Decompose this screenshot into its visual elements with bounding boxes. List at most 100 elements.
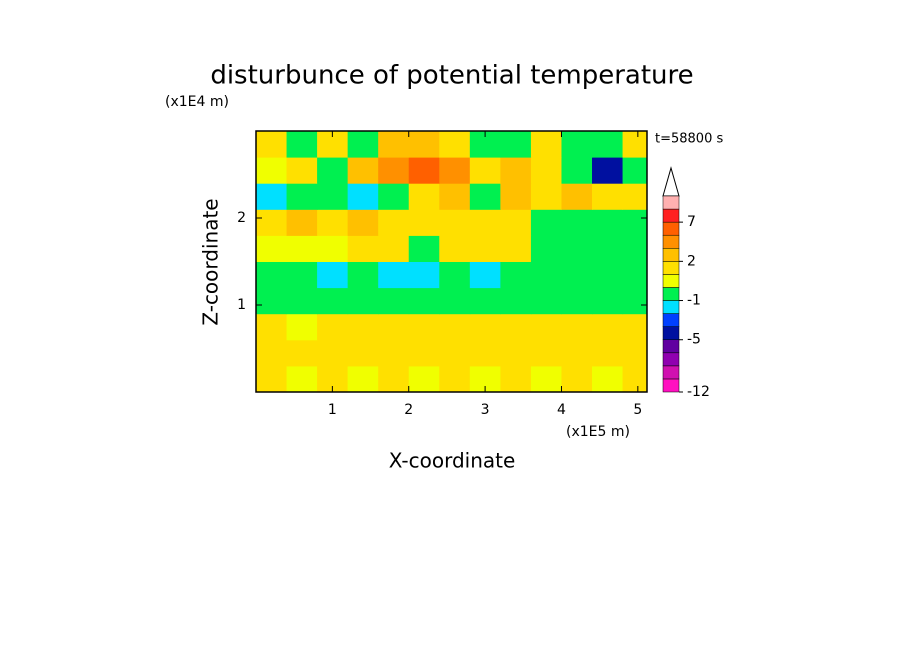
field-cell (622, 287, 648, 315)
colorbar-segment (662, 208, 680, 223)
field-cell (439, 235, 471, 262)
field-cell (286, 235, 318, 262)
field-cell (256, 365, 288, 393)
field-cell (592, 131, 624, 158)
field-cell (530, 157, 562, 184)
x-tick-label: 1 (328, 402, 337, 418)
field-cell (530, 235, 562, 262)
field-cell (622, 365, 648, 393)
field-cell (408, 183, 440, 210)
field-cell (408, 313, 440, 341)
field-cell (530, 339, 562, 367)
field-cell (347, 209, 379, 236)
field-cell (378, 235, 410, 262)
field-cell (469, 183, 501, 210)
x-tick-label: 2 (404, 402, 413, 418)
field-cell (592, 313, 624, 341)
field-cell (592, 261, 624, 289)
field-cell (500, 313, 532, 341)
x-tick-label: 5 (633, 402, 642, 418)
field-cell (317, 183, 349, 210)
field-cell (286, 261, 318, 289)
annotation: t=58800 s (655, 132, 723, 147)
colorbar-segment (662, 339, 680, 354)
field-cell (439, 183, 471, 210)
field-cell (347, 261, 379, 289)
field-cell (530, 261, 562, 289)
field-cell (378, 209, 410, 236)
field-cell (317, 157, 349, 184)
field-cell (408, 339, 440, 367)
field-cell (256, 339, 288, 367)
colorbar-segment (662, 326, 680, 340)
field-cell (347, 235, 379, 262)
field-cell (317, 339, 349, 367)
field (256, 131, 648, 393)
colorbar-segment (662, 234, 680, 249)
field-cell (530, 131, 562, 158)
field-cell (256, 157, 288, 184)
field-cell (592, 183, 624, 210)
field-cell (378, 287, 410, 315)
field-cell (500, 235, 532, 262)
field-cell (317, 287, 349, 315)
field-cell (469, 157, 501, 184)
field-cell (592, 235, 624, 262)
field-cell (256, 209, 288, 236)
field-cell (378, 365, 410, 393)
field-cell (622, 183, 648, 210)
field-cell (561, 339, 593, 367)
field-cell (592, 209, 624, 236)
field-cell (592, 157, 624, 184)
field-cell (286, 131, 318, 158)
field-cell (286, 365, 318, 393)
field-cell (286, 157, 318, 184)
colorbar-tick-label: -12 (687, 384, 710, 400)
field-cell (561, 365, 593, 393)
colorbar-tick-label: -1 (687, 293, 701, 309)
field-cell (256, 235, 288, 262)
x-axis-label: X-coordinate (389, 449, 516, 473)
field-cell (378, 131, 410, 158)
colorbar-segment (662, 261, 680, 275)
field-cell (592, 339, 624, 367)
field-cell (256, 313, 288, 341)
field-cell (378, 339, 410, 367)
colorbar-segment (662, 248, 680, 262)
field-cell (469, 339, 501, 367)
field-cell (439, 339, 471, 367)
colorbar-extension (662, 166, 680, 197)
field-cell (439, 313, 471, 341)
field-cell (622, 261, 648, 289)
field-cell (622, 157, 648, 184)
field-cell (286, 287, 318, 315)
colorbar-segment (662, 221, 680, 236)
field-cell (286, 183, 318, 210)
field-cell (561, 235, 593, 262)
colorbar-segment (662, 300, 680, 314)
field-cell (347, 287, 379, 315)
field-cell (408, 131, 440, 158)
field-cell (622, 235, 648, 262)
field-cell (561, 209, 593, 236)
colorbar-segment (662, 313, 680, 327)
field-cell (347, 339, 379, 367)
field-cell (622, 339, 648, 367)
field-cell (256, 183, 288, 210)
field-cell (592, 365, 624, 393)
colorbar-tick-label: -5 (687, 332, 701, 348)
field-cell (500, 183, 532, 210)
field-cell (561, 261, 593, 289)
field-cell (530, 209, 562, 236)
chart-title: disturbunce of potential temperature (210, 61, 693, 91)
field-cell (317, 209, 349, 236)
colorbar-segment (662, 365, 680, 380)
field-cell (561, 313, 593, 341)
colorbar-tick-label: 7 (687, 214, 696, 230)
field-cell (500, 261, 532, 289)
field-cell (561, 287, 593, 315)
colorbar-segment (662, 195, 680, 210)
y-unit: (x1E4 m) (165, 94, 229, 110)
field-cell (408, 365, 440, 393)
